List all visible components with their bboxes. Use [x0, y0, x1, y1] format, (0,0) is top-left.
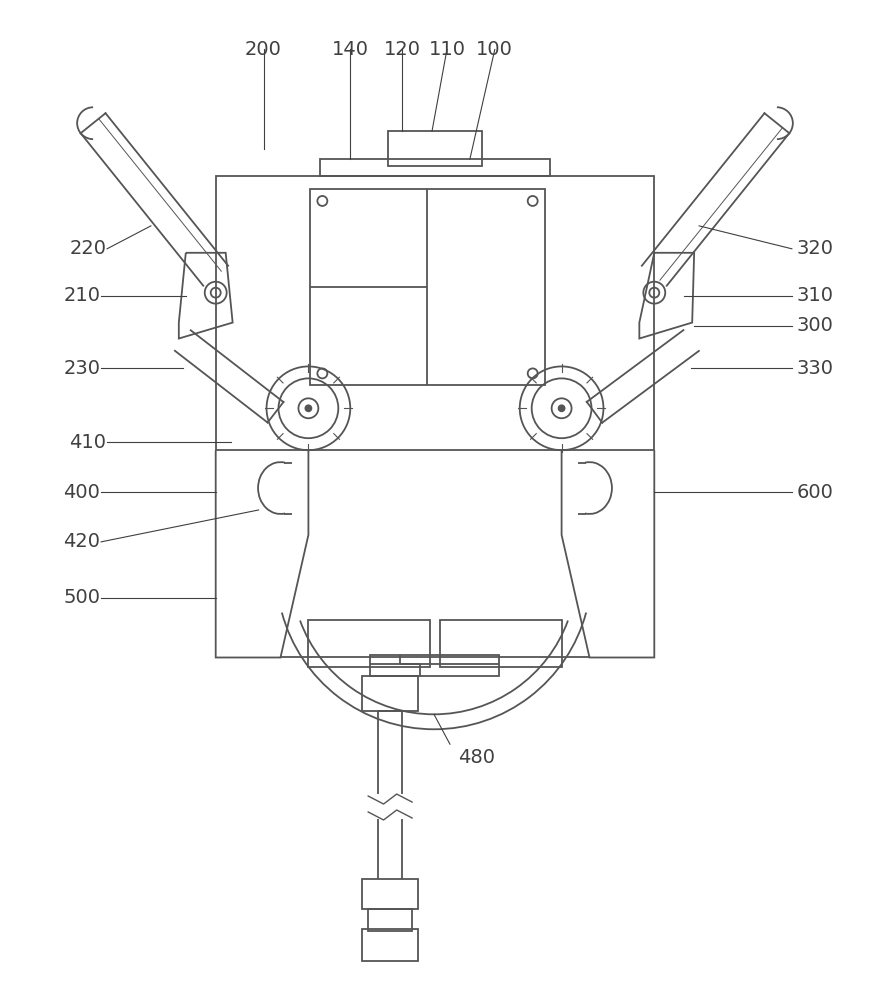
Bar	[321, 159, 549, 176]
Bar	[362, 879, 418, 909]
Text: 200: 200	[245, 40, 282, 59]
Text: 230: 230	[63, 359, 100, 378]
Text: 400: 400	[63, 483, 100, 502]
Text: 500: 500	[63, 588, 100, 607]
Text: 600: 600	[797, 483, 833, 502]
Bar	[370, 655, 499, 676]
Bar	[362, 929, 418, 961]
Text: 210: 210	[63, 286, 100, 305]
Text: 140: 140	[332, 40, 368, 59]
Text: 110: 110	[428, 40, 466, 59]
Bar	[308, 620, 430, 667]
Text: 300: 300	[797, 316, 833, 335]
Circle shape	[305, 405, 311, 411]
Text: 320: 320	[797, 239, 834, 258]
Text: 410: 410	[70, 433, 106, 452]
Text: 120: 120	[383, 40, 421, 59]
Bar	[440, 620, 561, 667]
Bar	[368, 909, 412, 931]
Bar	[388, 131, 481, 166]
Text: 480: 480	[458, 748, 495, 767]
Text: 330: 330	[797, 359, 834, 378]
Bar	[310, 189, 545, 385]
Text: 100: 100	[476, 40, 514, 59]
Text: 220: 220	[70, 239, 106, 258]
Text: 420: 420	[63, 532, 100, 551]
Bar	[216, 176, 654, 450]
Bar	[362, 676, 418, 711]
Circle shape	[559, 405, 565, 411]
Text: 310: 310	[797, 286, 834, 305]
